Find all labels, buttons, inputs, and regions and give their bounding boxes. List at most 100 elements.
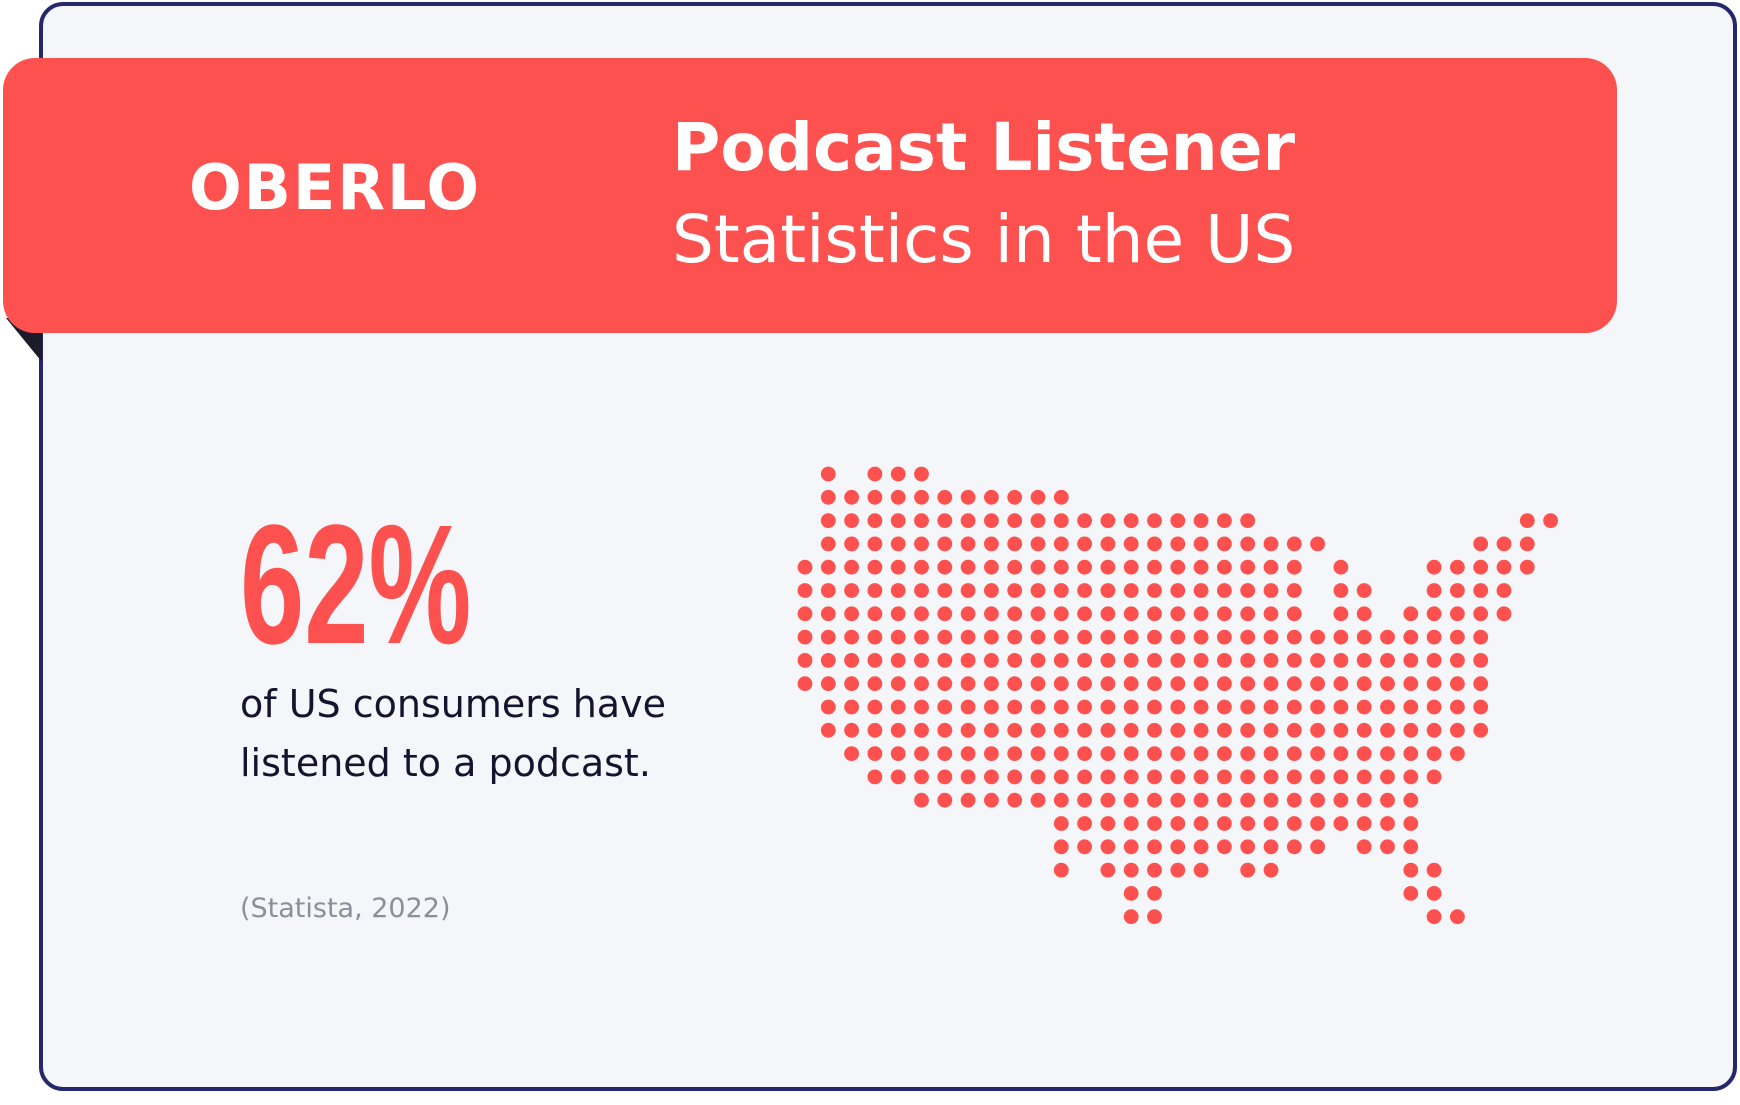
map-dot	[1240, 699, 1256, 715]
map-dot	[1473, 653, 1489, 668]
map-dot	[1077, 513, 1092, 528]
map-dot	[1403, 746, 1419, 761]
map-dot	[1426, 886, 1442, 901]
map-dot	[820, 606, 836, 622]
map-dot	[1403, 816, 1419, 831]
map-dot	[1333, 699, 1349, 715]
map-dot	[1147, 653, 1162, 668]
map-dot	[1356, 769, 1372, 785]
map-dot	[1170, 769, 1186, 785]
map-dot	[1100, 559, 1116, 575]
map-dot	[1519, 513, 1535, 528]
map-dot	[1193, 583, 1209, 598]
map-dot	[820, 559, 836, 575]
map-dot	[1053, 629, 1069, 645]
map-dot	[867, 536, 883, 552]
map-dot	[1193, 559, 1209, 575]
map-dot	[820, 489, 836, 505]
map-dot	[1240, 769, 1256, 785]
map-dot	[1240, 722, 1256, 738]
map-dot	[984, 513, 999, 528]
map-dot	[1077, 606, 1092, 622]
map-dot	[1030, 583, 1046, 598]
map-dot	[1007, 676, 1023, 692]
map-dot	[1053, 746, 1069, 761]
map-dot	[844, 699, 859, 715]
map-dot	[1286, 629, 1302, 645]
map-dot	[960, 792, 976, 808]
map-dot	[1333, 606, 1349, 622]
map-dot	[1123, 513, 1139, 528]
map-dot	[984, 746, 999, 761]
map-dot	[1403, 792, 1419, 808]
map-dot	[1007, 536, 1023, 552]
map-dot	[1053, 536, 1069, 552]
map-dot	[1170, 746, 1186, 761]
map-dot	[1077, 792, 1092, 808]
map-dot	[820, 676, 836, 692]
map-dot	[1426, 699, 1442, 715]
map-dot	[1217, 653, 1232, 668]
map-dot	[1380, 769, 1395, 785]
map-dot	[914, 466, 929, 482]
map-dot	[1263, 583, 1279, 598]
map-dot	[1193, 676, 1209, 692]
map-dot	[1170, 816, 1186, 831]
map-dot	[1147, 769, 1162, 785]
map-dot	[1100, 816, 1116, 831]
map-dot	[1240, 536, 1256, 552]
map-dot	[844, 606, 859, 622]
map-dot	[1123, 629, 1139, 645]
map-dot	[1473, 583, 1489, 598]
map-dot	[1426, 722, 1442, 738]
map-dot	[1217, 746, 1232, 761]
map-dot	[960, 536, 976, 552]
map-dot	[1263, 839, 1279, 855]
map-dot	[937, 536, 953, 552]
map-dot	[1123, 816, 1139, 831]
map-dot	[937, 583, 953, 598]
map-dot	[1030, 536, 1046, 552]
map-dot	[1263, 699, 1279, 715]
map-dot	[1147, 536, 1162, 552]
map-dot	[937, 746, 953, 761]
map-dot	[1403, 722, 1419, 738]
map-dot	[1519, 536, 1535, 552]
map-dot	[1217, 513, 1232, 528]
map-dot	[1193, 629, 1209, 645]
map-dot	[984, 559, 999, 575]
map-dot	[1077, 816, 1092, 831]
map-dot	[844, 746, 859, 761]
map-dot	[1310, 769, 1325, 785]
map-dot	[984, 629, 999, 645]
map-dot	[984, 489, 999, 505]
map-dot	[1077, 839, 1092, 855]
map-dot	[820, 583, 836, 598]
map-dot	[1147, 559, 1162, 575]
map-dot	[984, 699, 999, 715]
map-dot	[1496, 536, 1512, 552]
map-dot	[1007, 746, 1023, 761]
map-dot	[1403, 769, 1419, 785]
map-dot	[1123, 653, 1139, 668]
map-dot	[1310, 653, 1325, 668]
map-dot	[1007, 583, 1023, 598]
map-dot	[1356, 699, 1372, 715]
map-dot	[1123, 886, 1139, 901]
map-dot	[1100, 792, 1116, 808]
map-dot	[937, 769, 953, 785]
map-dot	[1170, 513, 1186, 528]
map-dot	[1426, 559, 1442, 575]
map-dot	[1077, 559, 1092, 575]
map-dot	[1286, 536, 1302, 552]
map-dot	[1147, 746, 1162, 761]
map-dot	[1100, 536, 1116, 552]
map-dot	[1333, 583, 1349, 598]
map-dot	[1100, 699, 1116, 715]
map-dot	[960, 489, 976, 505]
map-dot	[1286, 606, 1302, 622]
map-dot	[984, 536, 999, 552]
map-dot	[1217, 606, 1232, 622]
map-dot	[1147, 513, 1162, 528]
